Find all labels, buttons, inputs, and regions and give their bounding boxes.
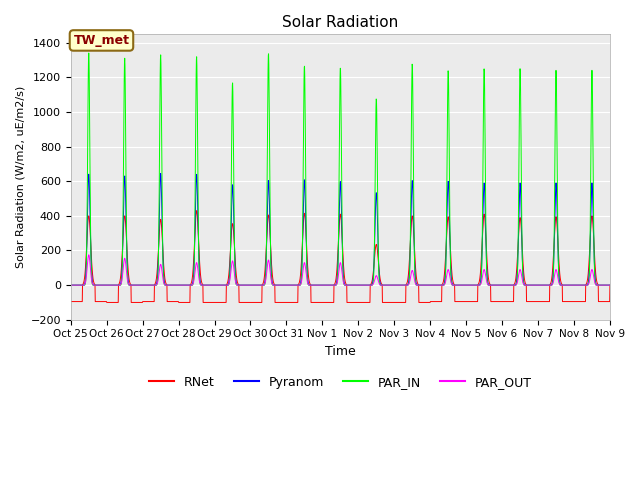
PAR_IN (356, 282, 364, 288)
PAR_IN (85, 50, 93, 56)
PAR_IN (573, 282, 581, 288)
PAR_IN (606, 282, 614, 288)
PAR_OUT (356, 282, 364, 288)
PAR_IN (497, 282, 505, 288)
Pyranom (368, 282, 376, 288)
RNet (606, 282, 614, 288)
PAR_IN (218, 282, 225, 288)
Title: Solar Radiation: Solar Radiation (282, 15, 399, 30)
PAR_OUT (85, 252, 93, 258)
Line: PAR_IN: PAR_IN (71, 53, 610, 285)
Pyranom (356, 282, 364, 288)
RNet (574, 299, 582, 304)
Line: PAR_OUT: PAR_OUT (71, 255, 610, 285)
Legend: RNet, Pyranom, PAR_IN, PAR_OUT: RNet, Pyranom, PAR_IN, PAR_OUT (144, 371, 537, 394)
RNet (356, 300, 364, 305)
RNet (559, 299, 566, 304)
RNet (193, 208, 200, 214)
Text: TW_met: TW_met (74, 34, 129, 47)
Line: Pyranom: Pyranom (71, 173, 610, 285)
X-axis label: Time: Time (325, 345, 356, 358)
RNet (67, 299, 75, 304)
Pyranom (67, 282, 75, 288)
RNet (497, 299, 505, 304)
RNet (103, 300, 111, 305)
PAR_OUT (559, 282, 566, 288)
Line: RNet: RNet (71, 211, 610, 302)
RNet (218, 300, 225, 305)
Pyranom (497, 282, 505, 288)
PAR_OUT (573, 282, 581, 288)
Pyranom (157, 170, 164, 176)
PAR_OUT (497, 282, 505, 288)
PAR_IN (559, 282, 566, 288)
Y-axis label: Solar Radiation (W/m2, uE/m2/s): Solar Radiation (W/m2, uE/m2/s) (15, 86, 25, 268)
Pyranom (606, 282, 614, 288)
PAR_OUT (218, 282, 225, 288)
PAR_OUT (368, 282, 376, 288)
PAR_IN (67, 282, 75, 288)
RNet (368, 278, 376, 284)
PAR_IN (368, 282, 376, 288)
PAR_OUT (606, 282, 614, 288)
PAR_OUT (67, 282, 75, 288)
Pyranom (218, 282, 225, 288)
Pyranom (559, 282, 566, 288)
Pyranom (573, 282, 581, 288)
